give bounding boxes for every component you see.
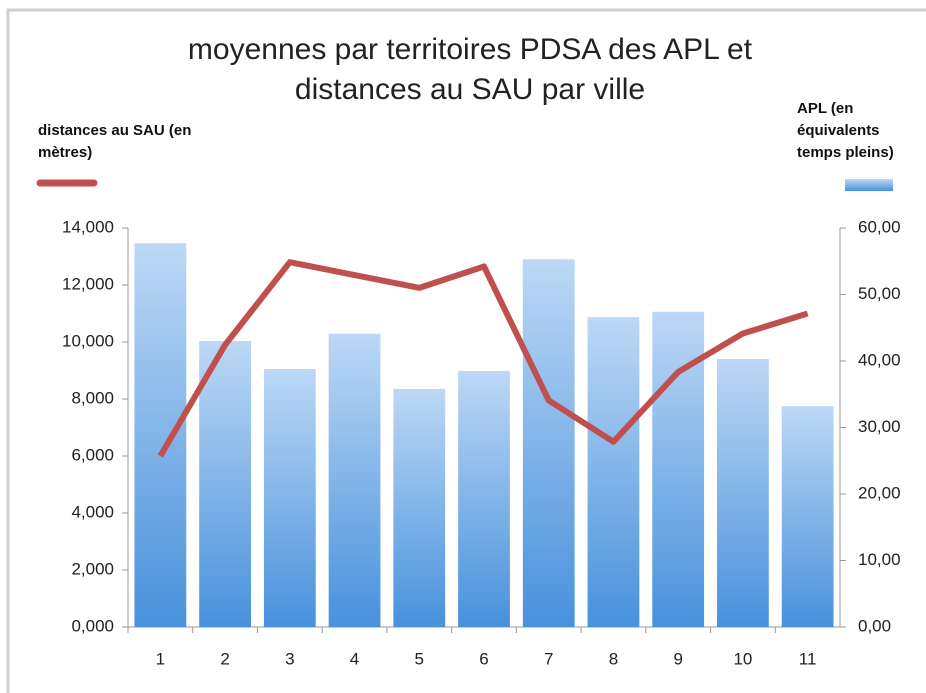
x-tick-label: 5 [415, 649, 424, 668]
bar [458, 370, 510, 627]
x-tick-label: 2 [220, 649, 229, 668]
bar [587, 317, 640, 627]
y2-tick-label: 50,00 [858, 284, 901, 303]
legend-label: APL (en équivalents temps pleins) [797, 100, 894, 161]
bar [393, 388, 446, 627]
x-tick-label: 8 [609, 649, 618, 668]
bar [328, 333, 381, 627]
y2-tick-label: 20,00 [858, 483, 901, 502]
x-tick-label: 3 [285, 649, 294, 668]
y-tick-label: 10,000 [62, 331, 114, 350]
y-tick-label: 6,000 [71, 445, 114, 464]
legend-label: distances au SAU (en mètres) [38, 122, 192, 161]
x-tick-label: 10 [733, 649, 752, 668]
y-tick-label: 2,000 [71, 559, 114, 578]
y-tick-label: 0,000 [71, 616, 114, 635]
line [157, 259, 809, 458]
bar [263, 368, 316, 627]
chart-title: moyennes par territoires PDSA des APL et… [187, 33, 753, 106]
bar [781, 406, 834, 627]
y-tick-label: 12,000 [62, 274, 114, 293]
y-tick-label: 4,000 [71, 502, 114, 521]
y-tick-label: 8,000 [71, 388, 114, 407]
bar [717, 359, 769, 627]
bar [522, 259, 575, 627]
y2-tick-label: 60,00 [858, 217, 901, 236]
x-tick-label: 7 [544, 649, 553, 668]
bar [134, 243, 187, 628]
y2-tick-label: 0,00 [858, 616, 891, 635]
x-tick-label: 4 [350, 649, 359, 668]
x-tick-label: 11 [799, 649, 817, 668]
y2-tick-label: 30,00 [858, 417, 901, 436]
y-tick-label: 14,000 [62, 217, 114, 236]
legend-swatch [845, 179, 893, 191]
y2-tick-label: 10,00 [858, 550, 901, 569]
bar [199, 341, 251, 627]
x-tick-label: 6 [479, 649, 488, 668]
chart-border [6, 8, 926, 693]
x-tick-label: 9 [673, 649, 682, 668]
x-tick-label: 1 [156, 649, 165, 668]
y2-tick-label: 40,00 [858, 350, 901, 369]
